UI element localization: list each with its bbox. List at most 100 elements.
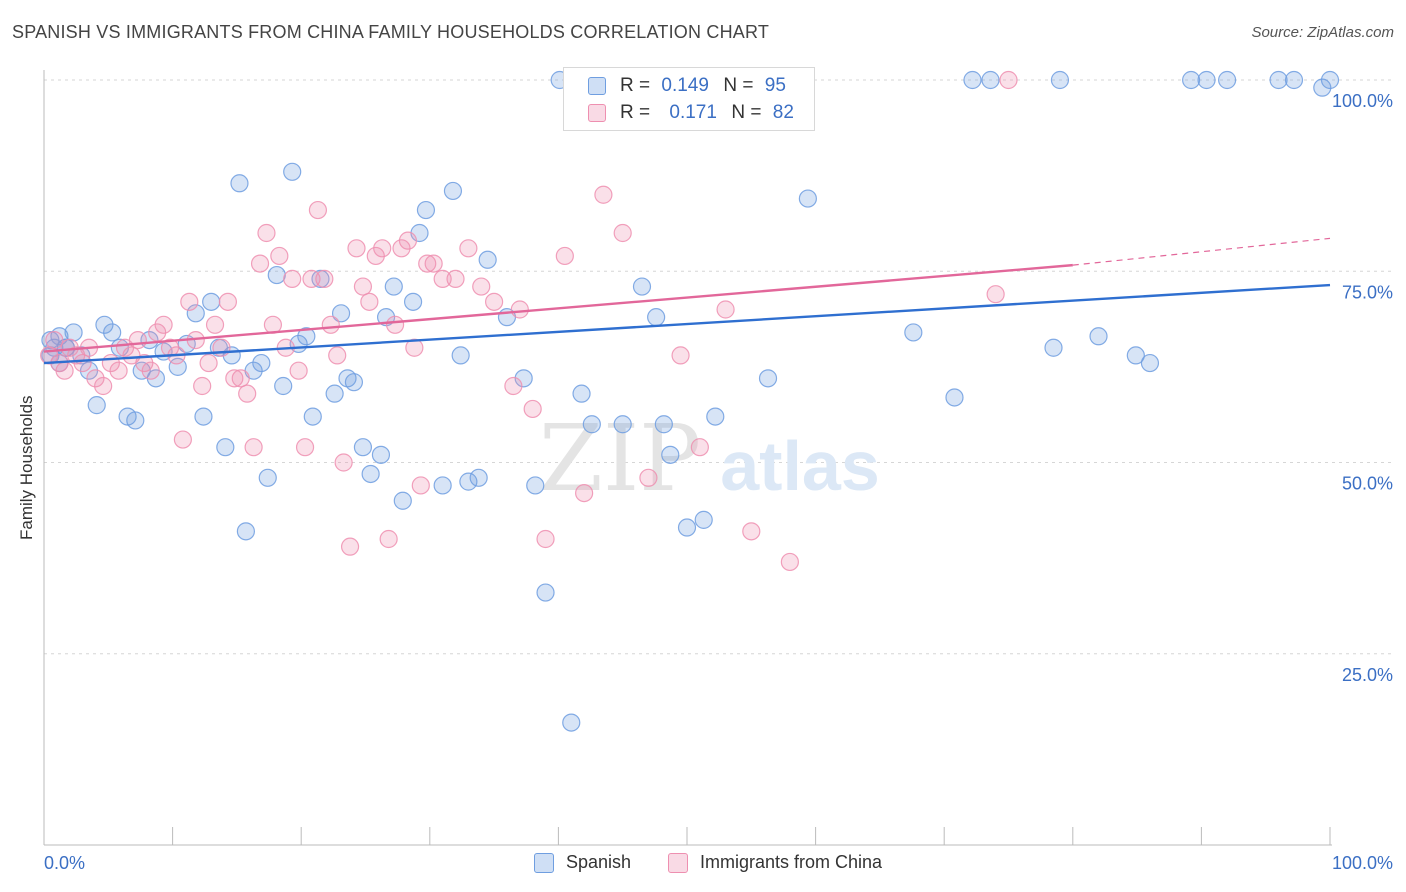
legend-r-label: R = — [620, 102, 651, 123]
data-point-china — [472, 277, 491, 296]
data-point-spanish — [904, 323, 923, 342]
legend-item-spanish[interactable]: Spanish — [534, 852, 631, 873]
data-point-spanish — [1313, 78, 1332, 97]
legend-stats: R = 0.149 N = 95 R = 0.171 N = 82 — [563, 67, 815, 131]
data-point-china — [360, 292, 379, 311]
data-point-spanish — [758, 369, 778, 388]
y-tick-label: 25.0% — [1342, 665, 1393, 685]
data-point-spanish — [194, 407, 213, 426]
data-point-china — [173, 430, 192, 449]
data-point-spanish — [1218, 70, 1237, 90]
watermark-zip: ZIP — [539, 405, 701, 512]
series-spanish-points — [41, 70, 1340, 732]
data-point-spanish — [1197, 70, 1216, 90]
data-point-spanish — [353, 438, 373, 457]
data-point-china — [639, 468, 658, 487]
data-point-spanish — [1182, 70, 1201, 90]
data-point-spanish — [297, 327, 316, 346]
data-point-china — [231, 369, 250, 388]
axes — [43, 70, 1332, 846]
data-point-china — [433, 269, 452, 288]
data-point-china — [504, 376, 523, 396]
data-point-spanish — [526, 476, 545, 495]
data-point-spanish — [274, 376, 293, 396]
data-point-china — [45, 331, 64, 350]
data-point-spanish — [1140, 353, 1160, 373]
data-point-spanish — [344, 373, 364, 392]
data-point-spanish — [514, 369, 533, 388]
data-point-spanish — [103, 323, 122, 342]
data-point-china — [555, 246, 574, 266]
data-point-spanish — [582, 415, 601, 434]
data-point-spanish — [384, 277, 403, 296]
legend-n-value-spanish: 95 — [764, 75, 786, 96]
legend-row-china: R = 0.171 N = 82 — [588, 101, 794, 125]
data-point-spanish — [186, 304, 205, 323]
watermark-atlas: atlas — [720, 427, 880, 505]
data-point-spanish — [252, 353, 271, 373]
y-tick-label: 75.0% — [1342, 282, 1393, 302]
data-point-spanish — [562, 713, 581, 732]
legend-swatch-spanish — [534, 852, 554, 873]
data-point-spanish — [230, 174, 249, 193]
data-point-china — [289, 361, 308, 380]
x-tick-labels: 0.0% 100.0% — [44, 853, 1393, 873]
data-point-china — [128, 331, 147, 350]
legend-row-spanish: R = 0.149 N = 95 — [588, 74, 786, 98]
trend-lines — [43, 237, 1331, 365]
data-point-spanish — [654, 415, 673, 434]
data-point-spanish — [403, 292, 423, 311]
data-point-china — [510, 300, 529, 319]
data-point-spanish — [661, 445, 680, 464]
data-point-spanish — [613, 415, 632, 434]
data-point-spanish — [469, 468, 488, 487]
data-point-spanish — [443, 181, 463, 201]
trend-line-spanish — [43, 283, 1331, 365]
data-point-spanish — [963, 70, 982, 90]
data-point-spanish — [168, 357, 187, 376]
data-point-spanish — [87, 396, 106, 415]
legend-swatch-china — [588, 104, 606, 122]
data-point-china — [94, 376, 113, 396]
legend-swatch-spanish — [588, 77, 606, 95]
data-point-china — [671, 346, 690, 365]
data-point-china — [999, 70, 1018, 90]
data-point-spanish — [536, 583, 555, 602]
data-point-china — [742, 522, 761, 541]
legend-label-china: Immigrants from China — [700, 852, 883, 872]
data-point-spanish — [572, 384, 591, 403]
data-point-china — [398, 231, 418, 250]
legend-label-spanish: Spanish — [566, 852, 632, 872]
legend-item-china[interactable]: Immigrants from China — [668, 852, 882, 873]
data-point-china — [193, 376, 212, 396]
data-point-spanish — [798, 189, 817, 208]
y-axis-label: Family Households — [17, 395, 36, 540]
legend-r-value-spanish: 0.149 — [661, 75, 709, 96]
data-point-china — [424, 254, 443, 273]
data-point-china — [270, 246, 289, 266]
data-point-china — [244, 438, 263, 457]
data-point-china — [205, 315, 225, 334]
data-point-spanish — [393, 491, 412, 510]
data-point-china — [690, 438, 709, 457]
data-point-spanish — [706, 407, 725, 426]
data-point-china — [283, 269, 302, 288]
data-point-china — [373, 239, 392, 258]
data-point-spanish — [95, 315, 114, 334]
legend-swatch-china — [668, 852, 688, 873]
data-point-china — [780, 552, 799, 572]
data-point-spanish — [1320, 70, 1340, 90]
data-point-china — [523, 399, 542, 419]
data-point-spanish — [331, 304, 351, 323]
data-point-spanish — [416, 200, 436, 220]
data-point-spanish — [361, 464, 380, 484]
data-point-spanish — [283, 162, 302, 181]
data-point-spanish — [371, 445, 391, 464]
data-point-spanish — [451, 346, 470, 365]
source-credit: Source: ZipAtlas.com — [1251, 24, 1394, 41]
data-point-spanish — [478, 250, 497, 269]
data-point-china — [411, 476, 430, 495]
data-point-spanish — [216, 438, 235, 457]
watermark: ZIP atlas — [539, 405, 880, 512]
data-point-spanish — [945, 388, 964, 407]
